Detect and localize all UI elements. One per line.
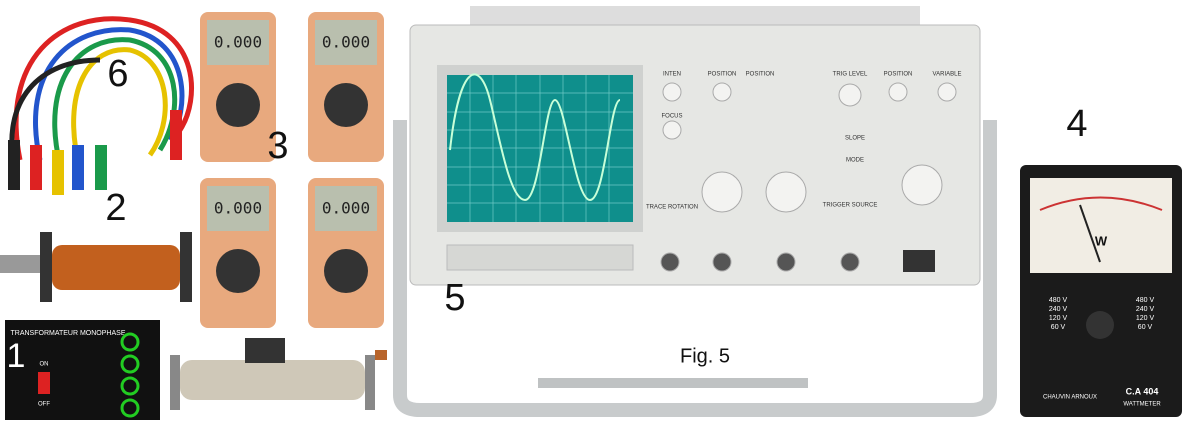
switch: [38, 372, 50, 394]
plug: [72, 145, 84, 190]
lcd-text: 0.000: [214, 199, 262, 218]
range-label: 480 V: [1049, 297, 1068, 304]
knob: [902, 165, 942, 205]
multimeter: 0.000: [308, 178, 384, 328]
dial: [324, 83, 368, 127]
coil-frame: [40, 232, 52, 302]
label: 4: [1066, 103, 1087, 145]
rheostat-slider: [245, 338, 285, 363]
dial: [216, 249, 260, 293]
range-label: 240 V: [1049, 306, 1068, 313]
knob: [713, 83, 731, 101]
rheostat-tube: [180, 360, 365, 400]
dial: [216, 83, 260, 127]
control-label: POSITION: [708, 72, 737, 78]
connector: [713, 253, 731, 271]
label: 5: [444, 277, 465, 319]
rheostat-end: [170, 355, 180, 410]
control-label: VARIABLE: [933, 72, 962, 78]
plug: [30, 145, 42, 190]
power-button: [903, 250, 935, 272]
knob: [889, 83, 907, 101]
plug: [95, 145, 107, 190]
transformer: TRANSFORMATEUR MONOPHASE ON OFF 1: [5, 320, 160, 420]
connector: [841, 253, 859, 271]
control-label: MODE: [846, 158, 864, 164]
lcd-text: 0.000: [322, 199, 370, 218]
rheostat-end: [365, 355, 375, 410]
range-label: 240 V: [1136, 306, 1155, 313]
knob: [766, 172, 806, 212]
brand: CHAUVIN ARNOUX: [1043, 395, 1097, 401]
control-label: POSITION: [746, 72, 775, 78]
control-label: POSITION: [884, 72, 913, 78]
plug: [52, 150, 64, 195]
multimeter: 0.000: [308, 12, 384, 162]
lcd-text: 0.000: [322, 33, 370, 52]
rheostat-terminal: [375, 350, 387, 360]
range-label: 60 V: [1051, 324, 1066, 331]
multimeter: 0.000: [200, 178, 276, 328]
model: C.A 404: [1126, 386, 1159, 396]
range-label: 120 V: [1136, 315, 1155, 322]
coil: [0, 232, 192, 302]
knob: [938, 83, 956, 101]
knob: [663, 83, 681, 101]
dial: [324, 249, 368, 293]
range-label: 60 V: [1138, 324, 1153, 331]
label: 3: [267, 125, 288, 167]
handle-grip: [538, 378, 808, 388]
wattmeter: W 480 V 480 V 240 V 240 V 120 V 120 V 60 V 60 V…: [1020, 165, 1182, 417]
switch-label: ON: [40, 362, 49, 368]
label: 6: [107, 53, 128, 95]
control-label: TRIG LEVEL: [833, 72, 868, 78]
multimeters: 0.000 0.000 0.000 0.000: [200, 12, 384, 328]
range-label: 480 V: [1136, 297, 1155, 304]
connector: [777, 253, 795, 271]
knob: [663, 121, 681, 139]
control-label: INTEN: [663, 72, 681, 78]
coil-winding: [52, 245, 180, 290]
plug: [8, 140, 20, 190]
switch-label: OFF: [38, 402, 50, 408]
knob: [702, 172, 742, 212]
equipment-figure: 6 0.000 0.000 0.000 0.000 3 2: [0, 0, 1184, 421]
range-selector: [1086, 311, 1114, 339]
connector: [661, 253, 679, 271]
control-label: SLOPE: [845, 136, 865, 142]
control-label: FOCUS: [662, 114, 683, 120]
coil-frame: [180, 232, 192, 302]
plug: [170, 110, 182, 160]
lcd-text: 0.000: [214, 33, 262, 52]
caption: Fig. 5: [680, 345, 730, 367]
rheostat: [170, 338, 387, 410]
transformer-title: TRANSFORMATEUR MONOPHASE: [11, 330, 126, 337]
top-cover: [470, 6, 920, 26]
label: 2: [105, 187, 126, 229]
kind: WATTMETER: [1123, 402, 1161, 408]
label: 1: [7, 337, 26, 375]
label-panel: [447, 245, 633, 270]
control-label: TRIGGER SOURCE: [823, 203, 878, 209]
knob: [839, 84, 861, 106]
coil-shaft: [0, 255, 40, 273]
range-label: 120 V: [1049, 315, 1068, 322]
unit: W: [1095, 233, 1108, 248]
wattmeter-dial: [1030, 178, 1172, 273]
multimeter: 0.000: [200, 12, 276, 162]
control-label: TRACE ROTATION: [646, 205, 698, 211]
